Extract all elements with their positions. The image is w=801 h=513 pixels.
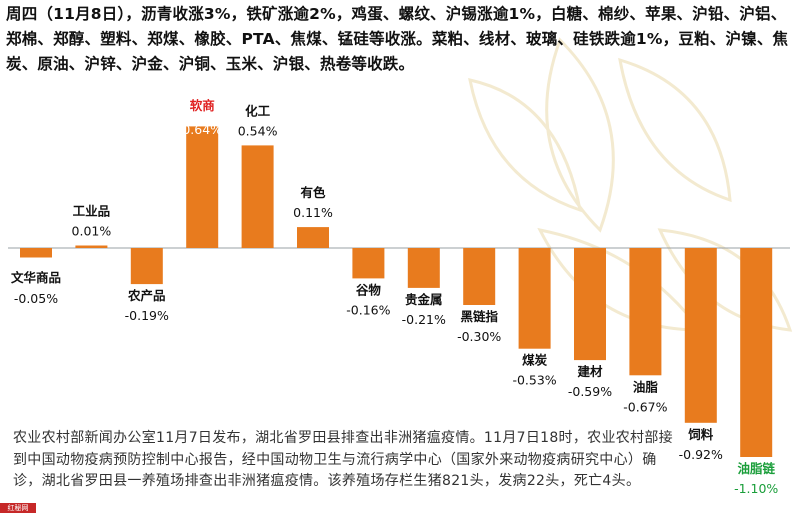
value-label-4: 0.54% xyxy=(238,123,278,138)
category-label-3: 软商 xyxy=(190,98,215,113)
value-label-12: -0.92% xyxy=(679,447,723,462)
category-label-8: 黑链指 xyxy=(460,309,498,324)
value-label-2: -0.19% xyxy=(125,308,169,323)
value-label-13: -1.10% xyxy=(734,481,778,496)
bar-4 xyxy=(241,145,274,248)
bar-10 xyxy=(574,248,606,361)
value-label-0: -0.05% xyxy=(14,291,58,306)
bar-12 xyxy=(684,248,717,423)
bar-3 xyxy=(186,126,219,248)
category-label-13: 油脂链 xyxy=(737,461,775,476)
bar-6 xyxy=(352,248,385,279)
bar-8 xyxy=(463,248,496,305)
category-label-12: 饲料 xyxy=(687,427,714,442)
category-label-7: 贵金属 xyxy=(405,292,443,307)
value-label-6: -0.16% xyxy=(346,302,390,317)
value-label-8: -0.30% xyxy=(457,329,501,344)
headline-text: 周四（11月8日），沥青收涨3%，铁矿涨逾2%，鸡蛋、螺纹、沪锡涨逾1%，白糖、… xyxy=(6,5,789,73)
value-label-10: -0.59% xyxy=(568,384,612,399)
bar-9 xyxy=(518,248,551,349)
bar-0 xyxy=(20,248,52,258)
watermark-tag: 红秘网 xyxy=(0,503,36,513)
news-paragraph: 农业农村部新闻办公室11月7日发布，湖北省罗田县排查出非洲猪瘟疫情。11月7日1… xyxy=(13,430,673,489)
bar-13 xyxy=(740,248,773,457)
category-label-2: 农产品 xyxy=(127,288,166,303)
bar-1 xyxy=(75,245,108,248)
category-label-9: 煤炭 xyxy=(522,353,548,368)
category-label-5: 有色 xyxy=(300,185,326,200)
bar-7 xyxy=(407,248,440,288)
value-label-9: -0.53% xyxy=(512,373,556,388)
category-label-6: 谷物 xyxy=(356,282,382,297)
value-label-7: -0.21% xyxy=(402,312,446,327)
category-label-11: 油脂 xyxy=(633,379,659,394)
bar-2 xyxy=(130,248,163,285)
category-label-0: 文华商品 xyxy=(11,270,61,285)
category-label-1: 工业品 xyxy=(73,204,111,219)
bar-5 xyxy=(297,227,329,248)
category-label-4: 化工 xyxy=(245,103,271,118)
category-label-10: 建材 xyxy=(577,364,603,379)
value-label-5: 0.11% xyxy=(293,205,333,220)
value-label-3: 0.64% xyxy=(182,122,222,137)
bar-11 xyxy=(629,248,662,376)
value-label-1: 0.01% xyxy=(72,224,112,239)
value-label-11: -0.67% xyxy=(623,399,667,414)
